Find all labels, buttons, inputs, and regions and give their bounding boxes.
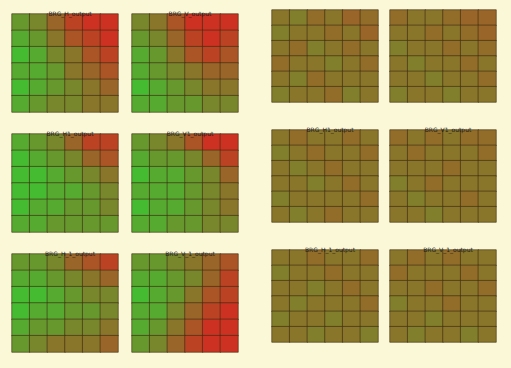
svg-text:BRG_H1_output: BRG_H1_output [46, 130, 94, 138]
svg-text:BRG_H_output: BRG_H_output [48, 10, 92, 18]
svg-text:BRG_V1_output: BRG_V1_output [167, 130, 214, 138]
svg-text:BRG_V1_output: BRG_V1_output [425, 126, 472, 134]
svg-text:BRG_H_1_output: BRG_H_1_output [305, 246, 356, 254]
svg-text:BRG_V_1_output: BRG_V_1_output [165, 250, 215, 258]
svg-text:BRG_V_1_output: BRG_V_1_output [423, 246, 473, 254]
svg-text:BRG_H1_output: BRG_H1_output [306, 126, 354, 134]
svg-text:BRG_V_output: BRG_V_output [169, 10, 212, 18]
svg-text:BRG_H_1_output: BRG_H_1_output [45, 250, 96, 258]
